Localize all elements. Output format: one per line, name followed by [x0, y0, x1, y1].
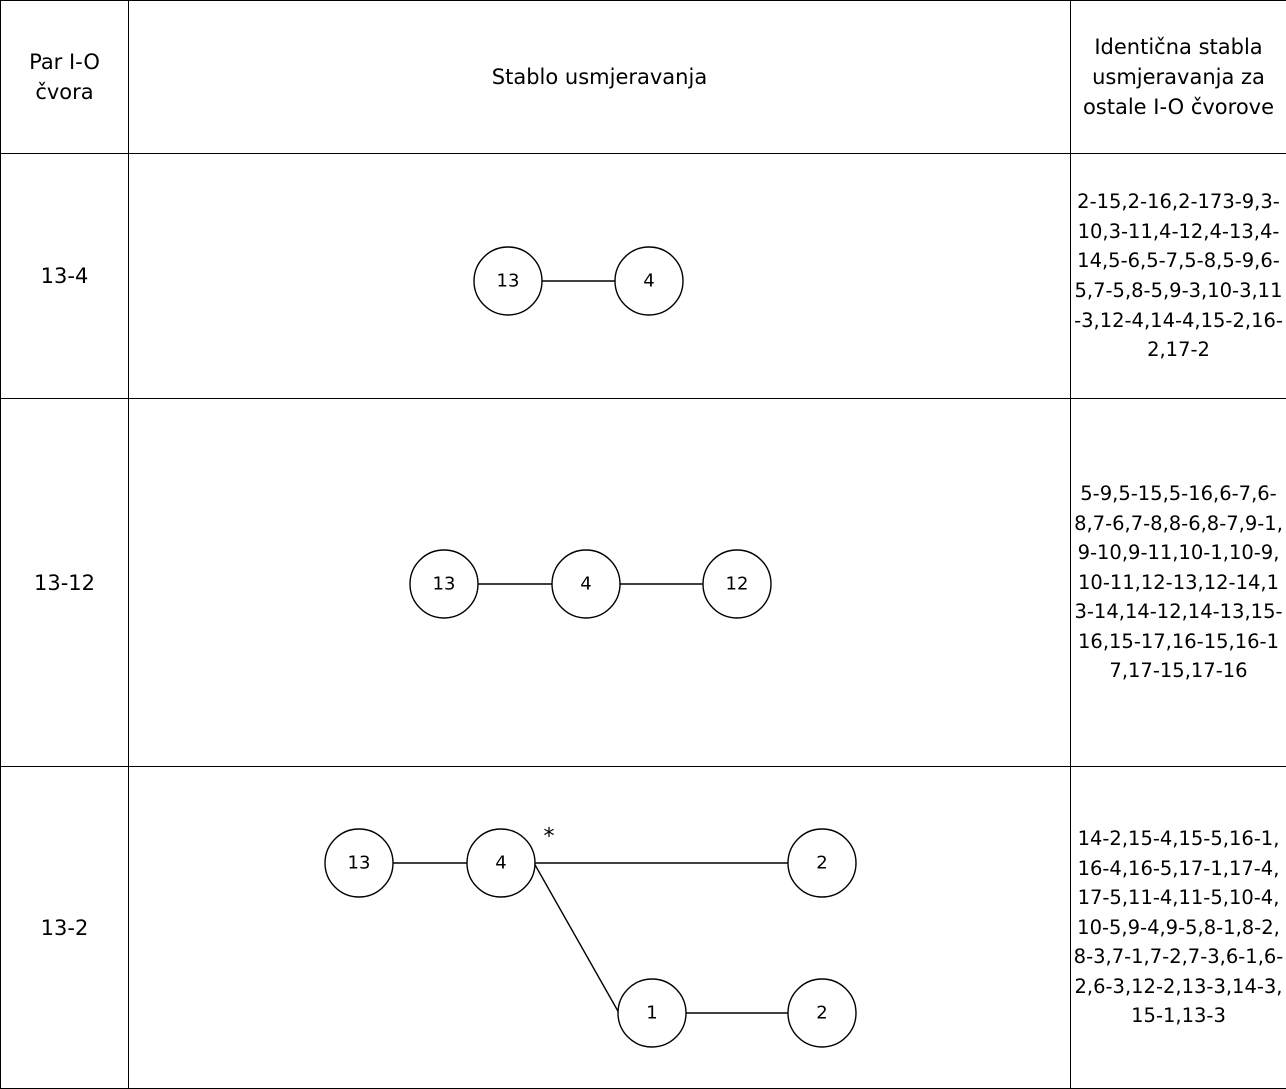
header-pair-line1: Par I-O: [1, 47, 128, 77]
header-other-label: Identična stabla usmjeravanja za ostale …: [1071, 32, 1286, 122]
table-row: 13-4 13 4 2-15,2-16,2-173-9,3-10,3-11,4-…: [1, 154, 1286, 399]
header-pair-line2: čvora: [1, 77, 128, 107]
pair-label: 13-4: [41, 264, 89, 288]
routing-tree-diagram: 13 4: [129, 154, 1071, 398]
table-row: 13-2 13 4 2 1 2 * 14-2,15-4,15-: [1, 767, 1286, 1089]
pair-label: 13-2: [41, 916, 89, 940]
header-tree: Stablo usmjeravanja: [129, 1, 1071, 154]
identical-trees-text: 2-15,2-16,2-173-9,3-10,3-11,4-12,4-13,4-…: [1071, 187, 1286, 365]
identical-trees-text: 5-9,5-15,5-16,6-7,6-8,7-6,7-8,8-6,8-7,9-…: [1071, 479, 1286, 686]
header-other: Identična stabla usmjeravanja za ostale …: [1071, 1, 1286, 154]
routing-tree-diagram: 13 4 12: [129, 399, 1071, 766]
table-row: 13-12 13 4 12 5-9,5-15,5-16,6-7,6-8,7-6,…: [1, 399, 1286, 767]
tree-node-label: 13: [497, 271, 520, 292]
header-pair: Par I-O čvora: [1, 1, 129, 154]
tree-node-label: 4: [495, 853, 506, 874]
table-header-row: Par I-O čvora Stablo usmjeravanja Identi…: [1, 1, 1286, 154]
tree-node-label: 2: [816, 853, 827, 874]
tree-edge: [534, 863, 619, 1013]
other-cell: 14-2,15-4,15-5,16-1,16-4,16-5,17-1,17-4,…: [1071, 767, 1286, 1089]
tree-node-label: 1: [646, 1003, 657, 1024]
other-cell: 2-15,2-16,2-173-9,3-10,3-11,4-12,4-13,4-…: [1071, 154, 1286, 399]
identical-trees-text: 14-2,15-4,15-5,16-1,16-4,16-5,17-1,17-4,…: [1071, 824, 1286, 1031]
pair-cell: 13-2: [1, 767, 129, 1089]
tree-node-label: 12: [726, 574, 749, 595]
tree-cell: 13 4 12: [129, 399, 1071, 767]
break-marker: *: [544, 825, 555, 850]
tree-node-label: 4: [643, 271, 654, 292]
tree-cell: 13 4: [129, 154, 1071, 399]
pair-cell: 13-4: [1, 154, 129, 399]
tree-node-label: 2: [816, 1003, 827, 1024]
tree-node-label: 13: [348, 853, 371, 874]
tree-node-label: 4: [580, 574, 591, 595]
routing-tree-diagram: 13 4 2 1 2 *: [129, 767, 1071, 1088]
pair-label: 13-12: [34, 571, 95, 595]
tree-node-label: 13: [433, 574, 456, 595]
other-cell: 5-9,5-15,5-16,6-7,6-8,7-6,7-8,8-6,8-7,9-…: [1071, 399, 1286, 767]
pair-cell: 13-12: [1, 399, 129, 767]
tree-cell: 13 4 2 1 2 *: [129, 767, 1071, 1089]
header-tree-label: Stablo usmjeravanja: [129, 62, 1070, 92]
